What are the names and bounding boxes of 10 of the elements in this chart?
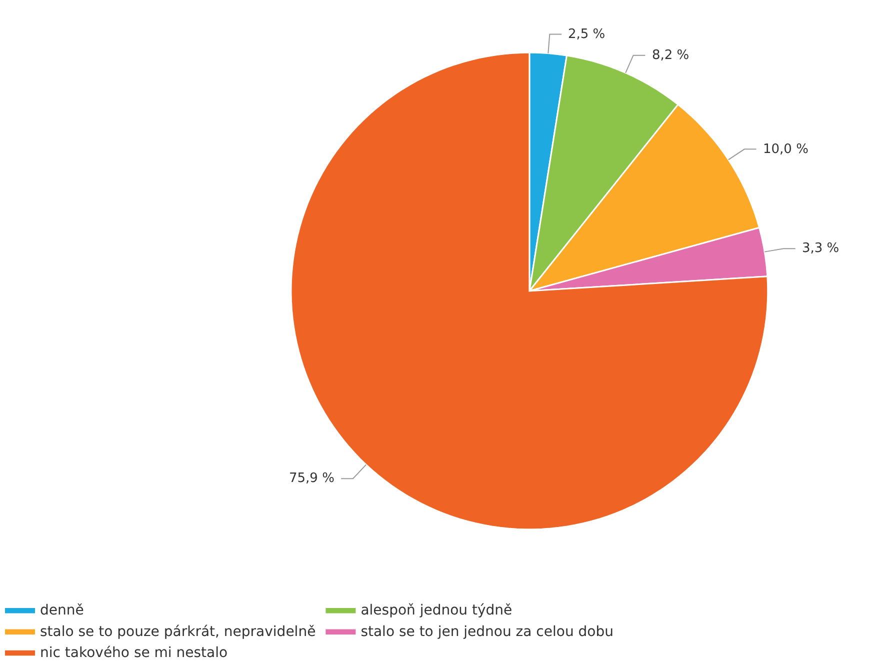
data-label: 2,5 % xyxy=(568,27,606,42)
legend-label: stalo se to pouze párkrát, nepravidelně xyxy=(40,624,316,640)
legend-label: denně xyxy=(40,602,84,619)
legend-label: stalo se to jen jednou za celou dobu xyxy=(360,624,614,640)
data-label: 75,9 % xyxy=(289,471,334,486)
data-label: 3,3 % xyxy=(802,241,840,256)
data-label: 10,0 % xyxy=(763,142,808,157)
data-label: 8,2 % xyxy=(652,48,690,63)
legend-label: alespoň jednou týdně xyxy=(360,602,512,619)
legend-label: nic takového se mi nestalo xyxy=(40,645,228,662)
